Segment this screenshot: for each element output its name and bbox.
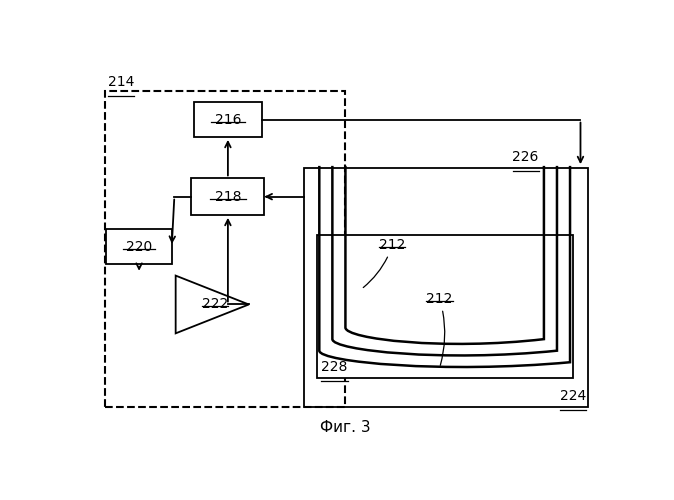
Text: Фиг. 3: Фиг. 3	[320, 420, 371, 436]
Bar	[105, 91, 346, 406]
Text: 226: 226	[512, 150, 539, 164]
Bar	[303, 168, 588, 406]
Text: 224: 224	[559, 389, 586, 403]
Text: 228: 228	[321, 360, 348, 374]
Bar	[191, 178, 264, 215]
Bar	[194, 102, 262, 137]
Bar	[317, 235, 573, 378]
Text: 212: 212	[427, 292, 453, 366]
Text: 216: 216	[214, 112, 241, 126]
Bar	[106, 230, 172, 264]
Text: 222: 222	[202, 298, 228, 312]
Text: 218: 218	[214, 190, 241, 203]
Polygon shape	[176, 276, 249, 334]
Text: 212: 212	[363, 238, 406, 288]
Text: 214: 214	[108, 75, 134, 89]
Text: 220: 220	[126, 240, 152, 254]
